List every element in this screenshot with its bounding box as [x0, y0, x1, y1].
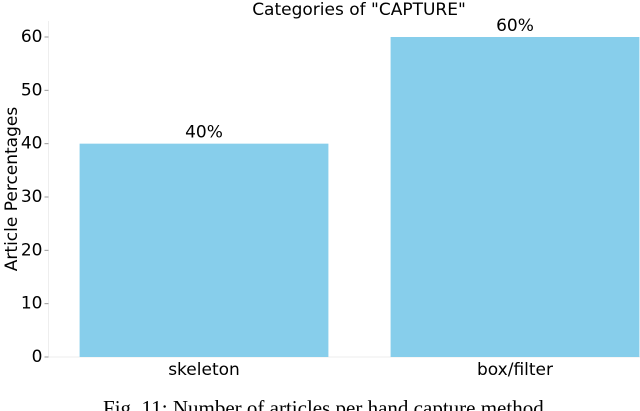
- y-tick-label: 50: [21, 80, 43, 100]
- y-tick-label: 10: [21, 294, 43, 314]
- bar: [390, 37, 640, 357]
- y-tick-label: 20: [21, 240, 43, 260]
- chart-title: Categories of "CAPTURE": [252, 0, 466, 20]
- value-label: 60%: [496, 16, 534, 36]
- bar: [79, 143, 329, 357]
- x-tick-label: box/filter: [477, 360, 553, 380]
- y-tick-label: 40: [21, 134, 43, 154]
- x-tick-label: skeleton: [168, 360, 240, 380]
- y-tick-label: 0: [32, 347, 43, 367]
- value-label: 40%: [185, 123, 223, 143]
- y-tick-label: 60: [21, 27, 43, 47]
- y-tick-label: 30: [21, 187, 43, 207]
- y-axis-label: Article Percentages: [2, 107, 22, 272]
- caption: Fig. 11: Number of articles per hand cap…: [103, 396, 549, 411]
